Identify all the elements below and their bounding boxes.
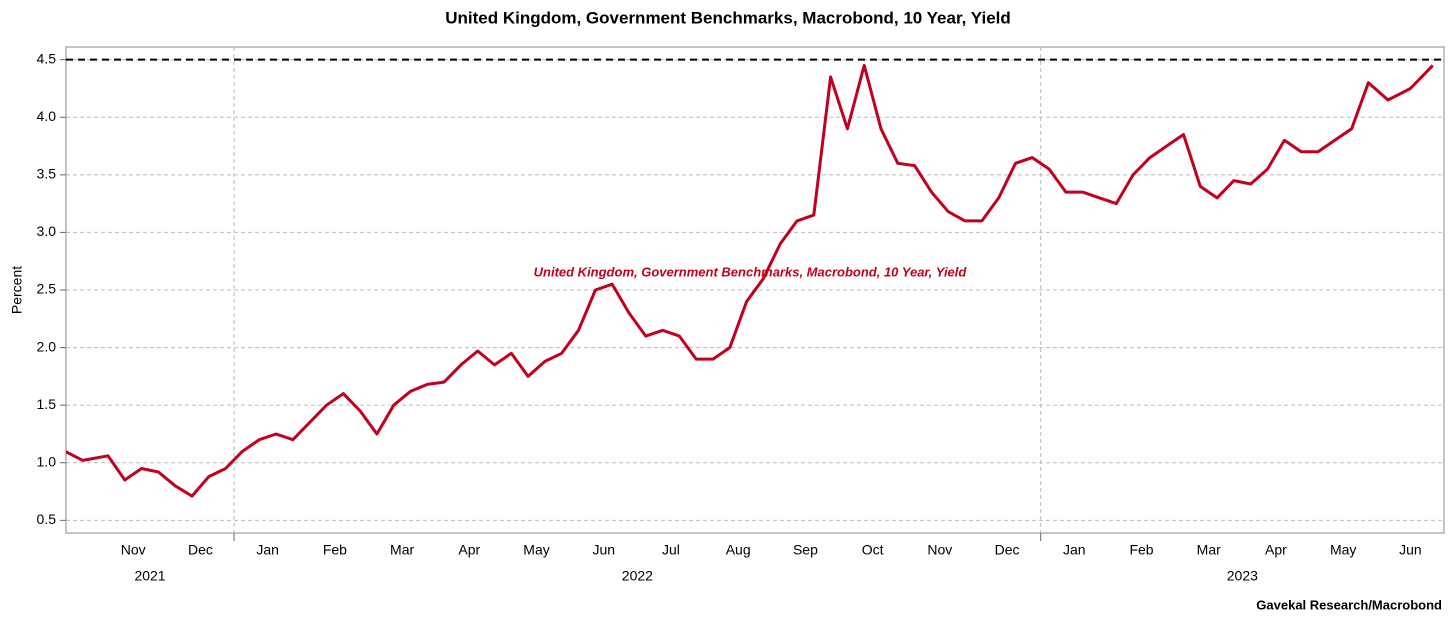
x-tick-label: Dec (995, 542, 1020, 558)
y-tick-label: 4.5 (37, 50, 57, 66)
x-tick-label: Feb (323, 542, 347, 558)
y-tick-label: 3.0 (37, 223, 57, 239)
y-tick-label: 1.5 (37, 396, 57, 412)
x-tick-label: Nov (121, 542, 146, 558)
x-tick-label: May (523, 542, 549, 558)
y-tick-label: 4.0 (37, 108, 57, 124)
x-tick-label: Jun (1399, 542, 1422, 558)
y-tick-label: 0.5 (37, 511, 57, 527)
x-tick-label: Oct (862, 542, 884, 558)
x-tick-label: May (1330, 542, 1356, 558)
x-tick-label: Jun (592, 542, 615, 558)
x-tick-label: Mar (1197, 542, 1221, 558)
x-tick-label: Jul (662, 542, 680, 558)
year-label: 2023 (1227, 568, 1258, 584)
source: Gavekal Research/Macrobond (1256, 597, 1442, 612)
year-label: 2022 (622, 568, 653, 584)
x-tick-label: Apr (1265, 542, 1287, 558)
y-tick-label: 2.5 (37, 281, 57, 297)
x-tick-label: Apr (458, 542, 480, 558)
y-tick-label: 3.5 (37, 166, 57, 182)
x-tick-label: Jan (1063, 542, 1086, 558)
x-tick-label: Mar (390, 542, 414, 558)
plot-area (66, 63, 1434, 498)
x-tick-label: Feb (1129, 542, 1153, 558)
data-line (66, 63, 1434, 498)
y-tick-label: 2.0 (37, 338, 57, 354)
x-tick-label: Sep (793, 542, 818, 558)
x-tick-label: Aug (726, 542, 751, 558)
y-tick-label: 1.0 (37, 453, 57, 469)
chart-title: United Kingdom, Government Benchmarks, M… (445, 8, 1011, 27)
y-axis-label: Percent (9, 266, 25, 314)
x-tick-label: Dec (188, 542, 213, 558)
annotation: United Kingdom, Government Benchmarks, M… (534, 264, 968, 279)
year-label: 2021 (134, 568, 165, 584)
x-tick-label: Jan (256, 542, 279, 558)
x-tick-label: Nov (927, 542, 952, 558)
